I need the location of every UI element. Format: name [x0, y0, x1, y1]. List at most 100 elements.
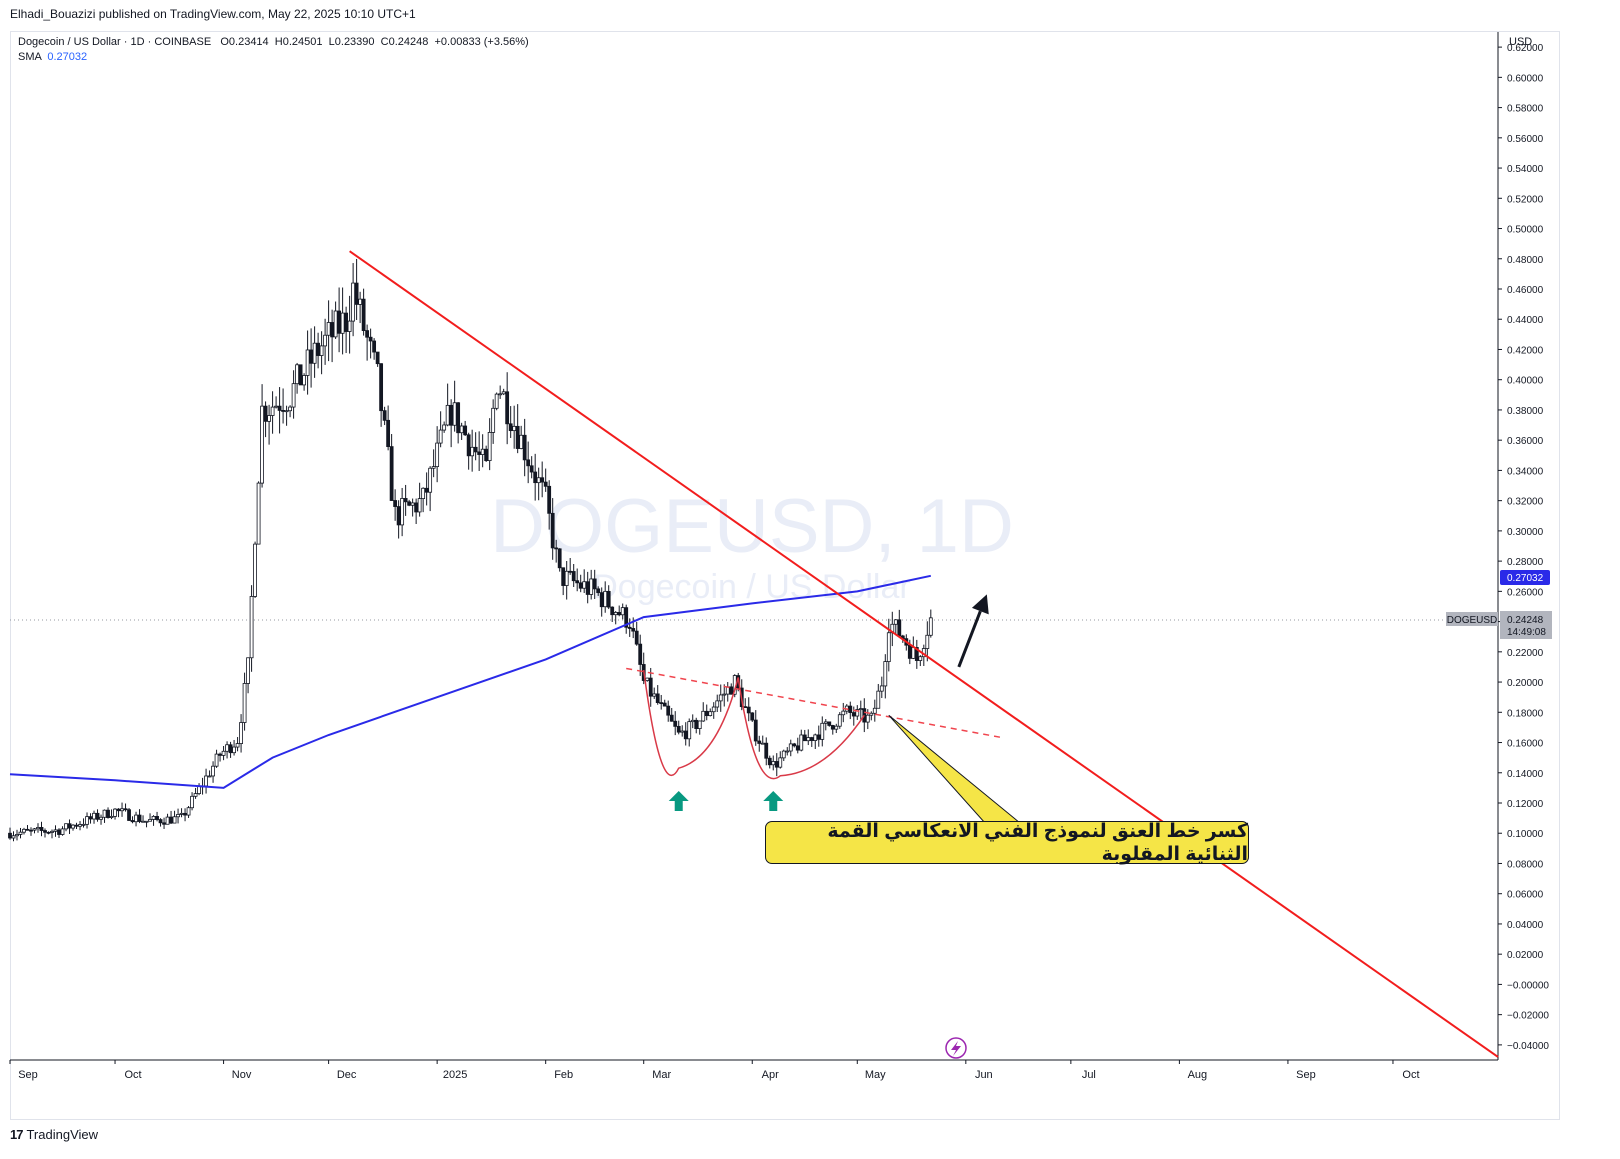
candle-body: [599, 592, 604, 608]
candle-body: [666, 705, 671, 716]
time-tick-label: Feb: [554, 1069, 573, 1081]
candle-body: [806, 737, 811, 742]
candle-body: [683, 730, 688, 740]
price-tick-label: −0.04000: [1507, 1041, 1549, 1052]
neckline-dashed[interactable]: [626, 667, 1005, 739]
candle-body: [788, 743, 793, 752]
sma-legend-label[interactable]: SMA: [18, 51, 42, 63]
candle-body: [400, 498, 405, 526]
candle-body: [914, 647, 919, 661]
candle-body: [610, 606, 615, 616]
candle-body: [25, 828, 30, 831]
candle-body: [820, 722, 825, 740]
time-axis[interactable]: Sep Oct Nov Dec 2025 Feb Mar Apr May Jun Jul Aug Sep…: [9, 1060, 1420, 1081]
time-tick-label: May: [865, 1069, 886, 1081]
arrow-up-icon: [668, 791, 689, 811]
candle-body: [382, 410, 387, 421]
trend-arrow-head-icon: [971, 594, 989, 615]
candle-body: [277, 405, 282, 411]
time-tick-label: Dec: [337, 1069, 357, 1081]
candle-body: [193, 793, 198, 797]
price-tick-label: 0.40000: [1507, 376, 1544, 387]
candle-body: [463, 425, 468, 436]
candle-body: [270, 406, 275, 416]
sma-tag: 0.27032: [1507, 573, 1544, 584]
candle-body: [326, 322, 331, 336]
candle-body: [305, 349, 310, 376]
candle-body: [410, 502, 415, 506]
price-tick-label: −0.02000: [1507, 1011, 1549, 1022]
high-value: 0.24501: [282, 36, 323, 48]
candle-body: [428, 467, 433, 493]
time-tick-label: 2025: [443, 1069, 467, 1081]
currency-label[interactable]: USD: [1509, 36, 1533, 48]
candle-body: [39, 827, 44, 831]
lightning-icon[interactable]: [945, 1037, 967, 1059]
candle-body: [498, 393, 503, 396]
price-tick-label: 0.26000: [1507, 587, 1544, 598]
candle-body: [281, 410, 285, 412]
candle-body: [711, 706, 716, 713]
candle-body: [886, 632, 891, 662]
footer-brand-text: TradingView: [26, 1127, 99, 1142]
candle-body: [53, 829, 58, 832]
price-tick-label: 0.32000: [1507, 497, 1544, 508]
candle-body: [88, 816, 93, 820]
candle-body: [449, 404, 454, 426]
candle-body: [669, 714, 674, 722]
candle-body: [540, 477, 545, 483]
candle-body: [466, 434, 471, 457]
price-tick-label: 0.62000: [1507, 43, 1544, 54]
inverted-double-top-curve[interactable]: [642, 669, 865, 780]
candle-body: [526, 459, 531, 467]
candle-body: [316, 342, 321, 356]
time-tick-label: Aug: [1188, 1069, 1208, 1081]
candle-body: [176, 814, 180, 818]
candle-body: [505, 391, 510, 425]
candle-body: [837, 714, 842, 727]
footer-brand[interactable]: 17 TradingView: [10, 1127, 98, 1142]
candle-body: [29, 829, 33, 832]
candle-body: [522, 434, 527, 461]
candle-body: [351, 282, 356, 322]
candle-body: [557, 548, 562, 569]
candle-body: [183, 812, 187, 816]
candle-body: [753, 719, 758, 742]
candle-body: [620, 607, 625, 616]
candle-body: [358, 298, 363, 305]
candle-body: [74, 824, 79, 827]
price-tick-label: 0.52000: [1507, 194, 1544, 205]
candle-body: [165, 816, 170, 825]
annotation-callout[interactable]: كسر خط العنق لنموذج الفني الانعكاسي القم…: [765, 821, 1249, 865]
chart-frame: [10, 31, 1560, 1120]
candle-body: [792, 743, 797, 747]
candle-body: [186, 807, 191, 816]
candle-body: [757, 740, 762, 744]
candle-body: [365, 330, 370, 338]
candle-body: [491, 407, 496, 433]
candle-body: [785, 750, 790, 753]
price-tick-label: 0.58000: [1507, 104, 1544, 115]
descending-trendline[interactable]: [349, 250, 1499, 1058]
candle-body: [816, 734, 821, 740]
candle-body: [487, 432, 492, 462]
symbol-line[interactable]: Dogecoin / US Dollar · 1D · COINBASE: [18, 36, 212, 48]
candle-body: [554, 547, 559, 550]
candle-body: [456, 402, 461, 434]
price-tick-label: 0.60000: [1507, 73, 1544, 84]
candle-body: [57, 829, 61, 835]
candle-body: [389, 446, 394, 501]
candle-body: [585, 581, 590, 595]
price-axis[interactable]: 0.62000 0.60000 0.58000 0.56000 0.54000 0.520…: [1498, 43, 1549, 1052]
last-price-tag: 0.24248: [1507, 615, 1544, 626]
candle-body: [232, 746, 236, 754]
candle-body: [95, 812, 100, 820]
candle-body: [631, 628, 636, 632]
candle-body: [158, 819, 163, 824]
candle-body: [897, 619, 902, 637]
candle-body: [925, 634, 930, 649]
candle-body: [60, 828, 65, 835]
candle-body: [473, 446, 478, 453]
candle-body: [116, 808, 121, 812]
